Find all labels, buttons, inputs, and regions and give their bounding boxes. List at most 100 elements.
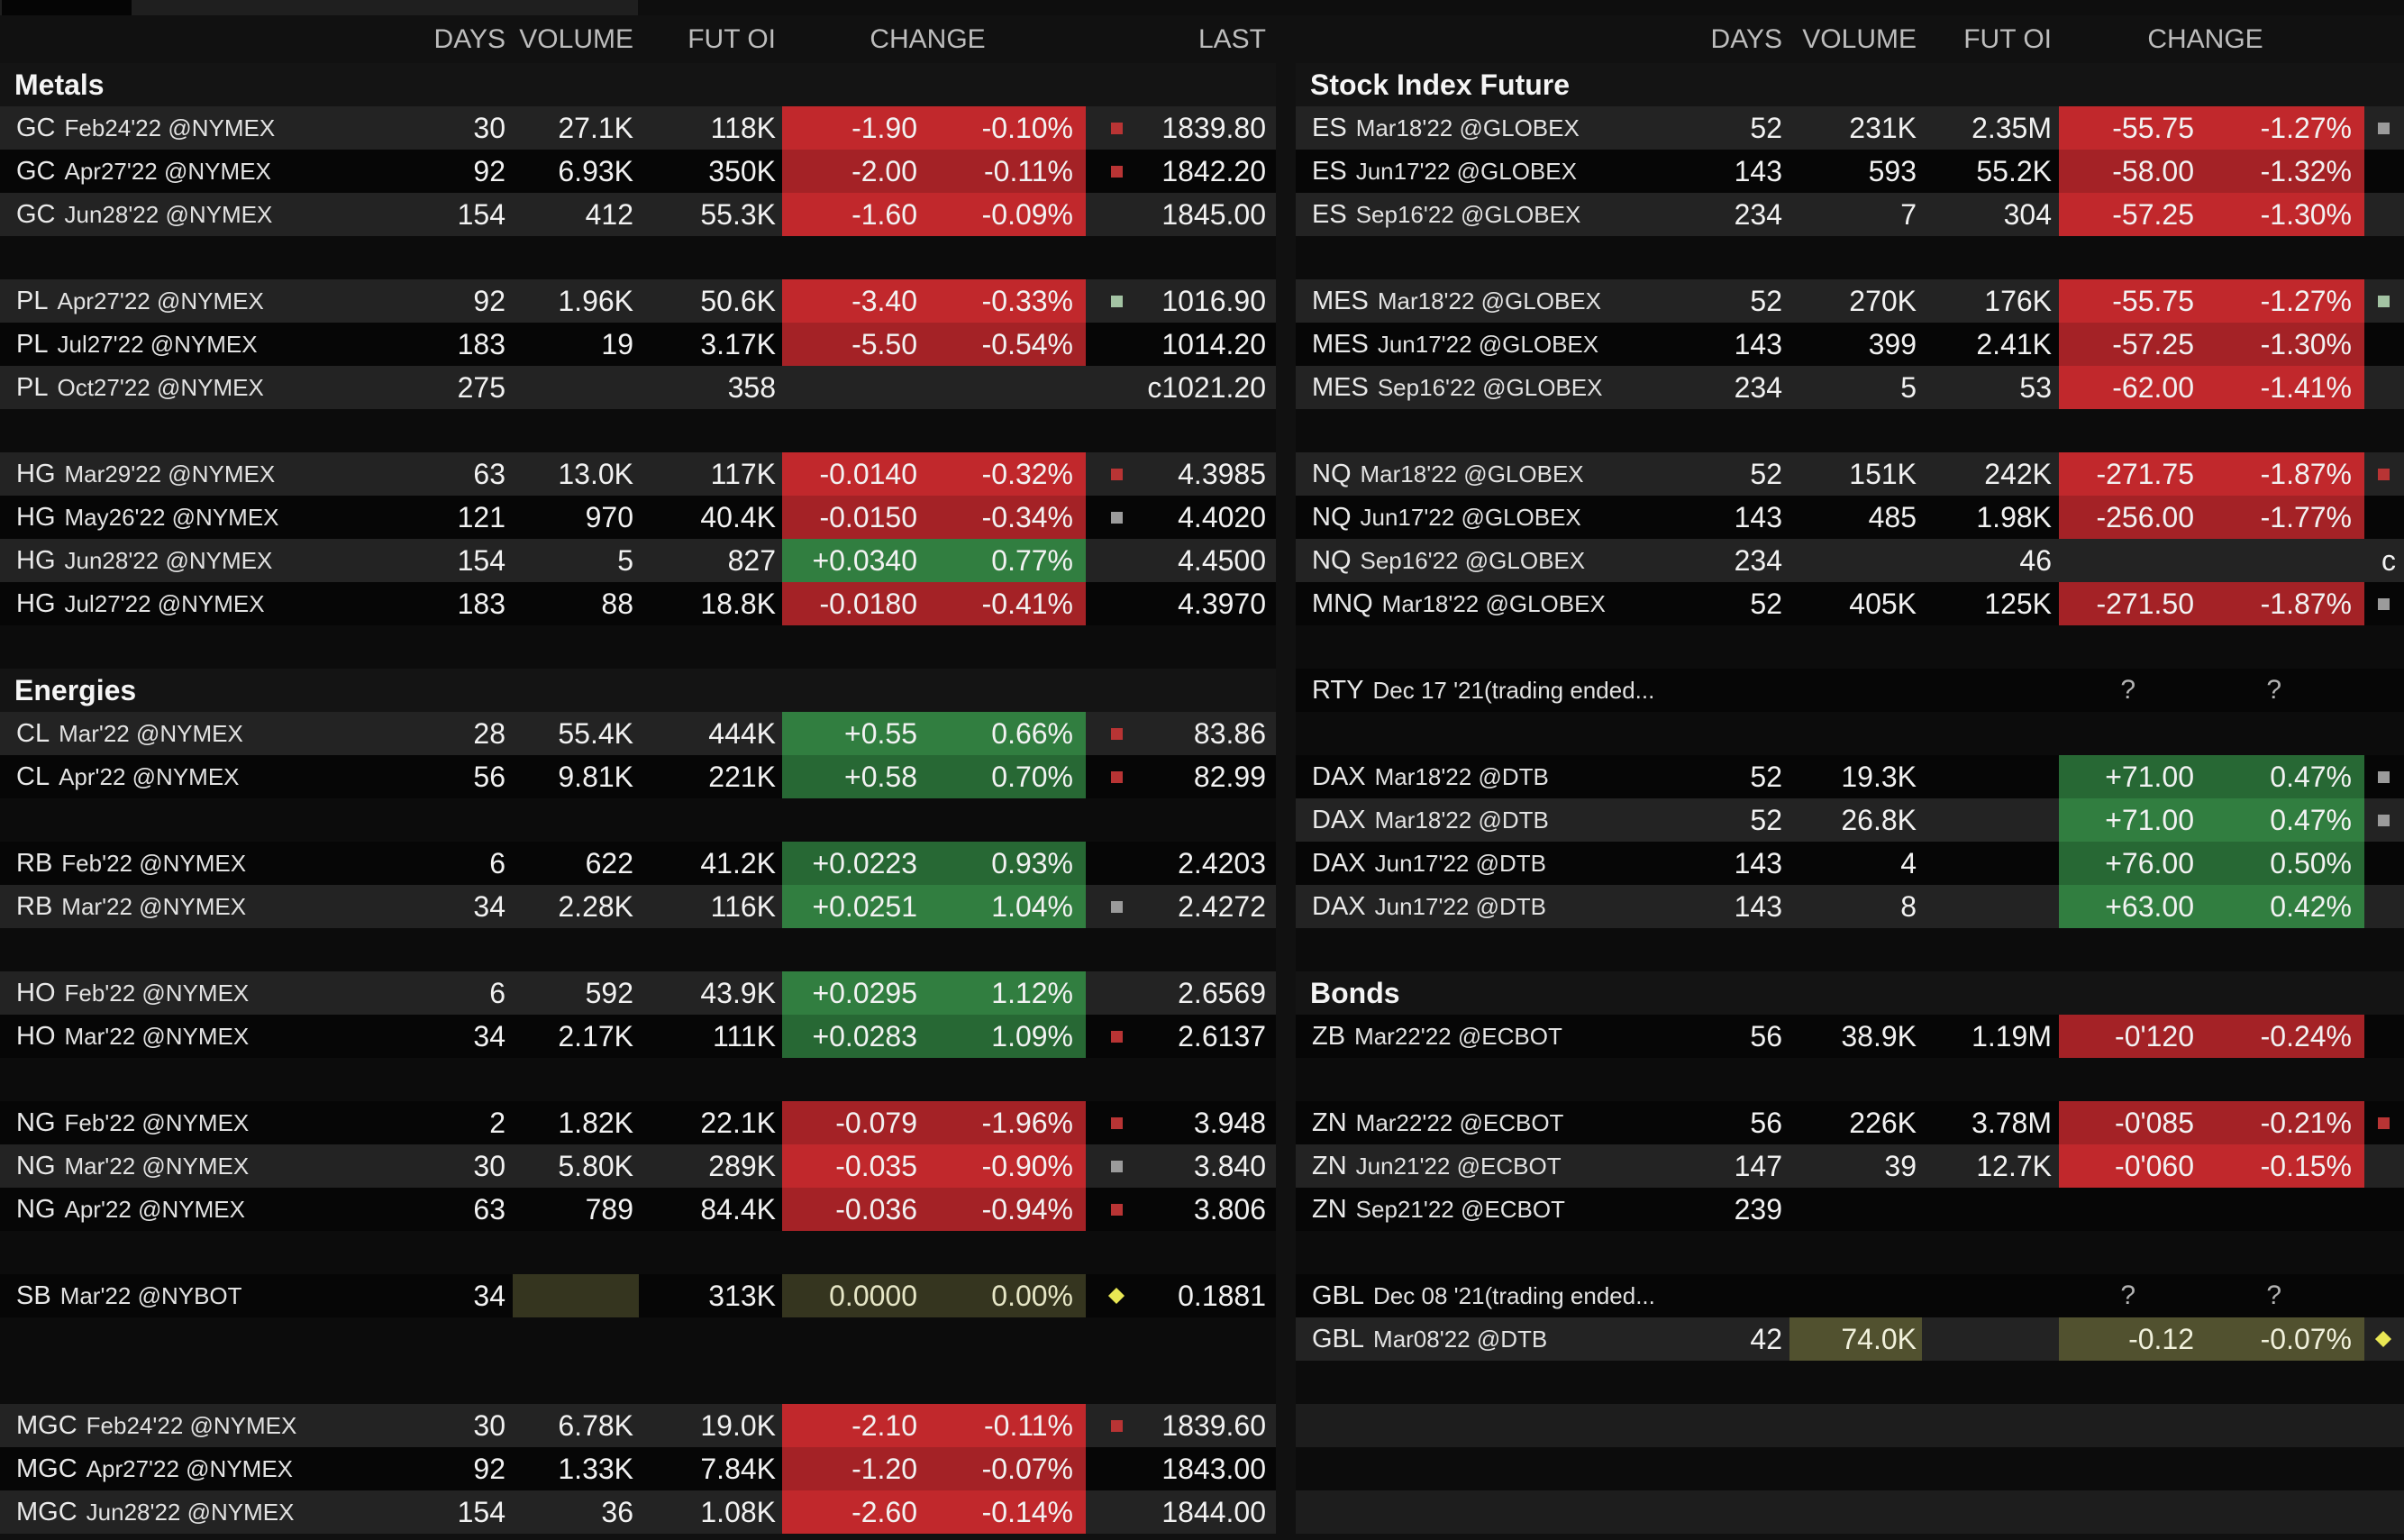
volume-cell: 970 [585, 501, 633, 533]
symbol-cell: ES Jun17'22 @GLOBEX [1312, 150, 1577, 193]
quote-row[interactable]: DAX Mar18'22 @DTB 52 19.3K +71.00 0.47% [1296, 755, 2404, 798]
quote-row[interactable]: MGC Jun28'22 @NYMEX 154 36 1.08K -2.60 -0.14% 1… [0, 1490, 1276, 1534]
symbol-root: GC [16, 114, 56, 142]
last-cell: 3.840 [1193, 1150, 1266, 1182]
column-header-change[interactable]: CHANGE [870, 24, 986, 54]
spacer-row [1296, 1058, 2404, 1101]
quote-row[interactable]: HG Jul27'22 @NYMEX 183 88 18.8K -0.0180 -0.41%… [0, 582, 1276, 625]
symbol-root: MES [1312, 330, 1369, 359]
days-cell: 92 [473, 155, 505, 187]
quote-row[interactable]: HG May26'22 @NYMEX 121 970 40.4K -0.0150 -0.34… [0, 496, 1276, 539]
quote-row[interactable]: MGC Apr27'22 @NYMEX 92 1.33K 7.84K -1.20 -0.07… [0, 1447, 1276, 1490]
last-cell: 1842.20 [1161, 155, 1266, 187]
quote-row[interactable]: CL Mar'22 @NYMEX 28 55.4K 444K +0.55 0.66% 83.8… [0, 712, 1276, 755]
volume-cell: 1.96K [558, 285, 633, 317]
quote-row[interactable]: RTY Dec 17 '21(trading ended...?? [1296, 669, 2404, 712]
quote-row[interactable]: DAX Jun17'22 @DTB 143 4 +76.00 0.50% [1296, 842, 2404, 885]
symbol-detail: Dec 08 '21(trading ended... [1373, 1282, 1655, 1309]
quote-row[interactable]: GC Apr27'22 @NYMEX 92 6.93K 350K -2.00 -0.11% 1… [0, 150, 1276, 193]
quote-row[interactable]: GBL Dec 08 '21(trading ended...?? [1296, 1274, 2404, 1317]
open-interest-cell: 304 [2003, 198, 2052, 231]
last-cell: 1839.60 [1161, 1409, 1266, 1442]
quote-row[interactable]: ZN Sep21'22 @ECBOT 239 [1296, 1188, 2404, 1231]
column-header-days[interactable]: DAYS [433, 24, 505, 54]
quote-row[interactable]: DAX Jun17'22 @DTB 143 8 +63.00 0.42% [1296, 885, 2404, 928]
symbol-detail: Feb'22 @NYMEX [64, 1109, 250, 1136]
change-percent-cell: 0.00% [917, 1274, 1086, 1317]
open-interest-cell: 55.2K [1976, 155, 2052, 187]
quote-row[interactable]: MNQ Mar18'22 @GLOBEX 52 405K 125K -271.50 -1.8… [1296, 582, 2404, 625]
days-cell: 234 [1734, 371, 1782, 404]
quote-row[interactable]: NQ Sep16'22 @GLOBEX 234 46 c [1296, 539, 2404, 582]
window-tab[interactable] [638, 0, 2404, 15]
days-cell: 154 [457, 198, 505, 231]
days-cell: 143 [1734, 155, 1782, 187]
quote-row[interactable]: GC Feb24'22 @NYMEX 30 27.1K 118K -1.90 -0.10% 1… [0, 106, 1276, 150]
column-header-fut-oi[interactable]: FUT OI [688, 24, 776, 54]
column-header-last[interactable]: LAST [1197, 24, 1266, 54]
days-cell: 34 [473, 1280, 505, 1312]
open-interest-cell: 43.9K [700, 977, 776, 1009]
indicator-cell [1101, 279, 1132, 323]
symbol-root: GBL [1312, 1281, 1365, 1310]
quote-row[interactable]: MES Mar18'22 @GLOBEX 52 270K 176K -55.75 -1.27… [1296, 279, 2404, 323]
change-percent-cell: -0.09% [917, 193, 1086, 236]
volume-cell: 5.80K [558, 1150, 633, 1182]
quote-row[interactable]: RB Feb'22 @NYMEX 6 622 41.2K +0.0223 0.93% 2.42… [0, 842, 1276, 885]
quote-row[interactable]: NG Feb'22 @NYMEX 2 1.82K 22.1K -0.079 -1.96% 3.… [0, 1101, 1276, 1144]
change-cell: -57.25 [2059, 193, 2201, 236]
quote-row[interactable]: NQ Mar18'22 @GLOBEX 52 151K 242K -271.75 -1.87… [1296, 452, 2404, 496]
quote-row[interactable]: HO Feb'22 @NYMEX 6 592 43.9K +0.0295 1.12% 2.65… [0, 971, 1276, 1015]
change-cell: +0.0251 [782, 885, 924, 928]
symbol-root: ES [1312, 200, 1347, 229]
quote-row[interactable]: ZB Mar22'22 @ECBOT 56 38.9K 1.19M -0'120 -0.24… [1296, 1015, 2404, 1058]
open-interest-cell: 12.7K [1976, 1150, 2052, 1182]
symbol-detail: Mar'22 @NYMEX [61, 893, 247, 920]
quote-row[interactable]: CL Apr'22 @NYMEX 56 9.81K 221K +0.58 0.70% 82.9… [0, 755, 1276, 798]
quote-row[interactable]: HO Mar'22 @NYMEX 34 2.17K 111K +0.0283 1.09% 2.… [0, 1015, 1276, 1058]
quote-row[interactable]: MES Jun17'22 @GLOBEX 143 399 2.41K -57.25 -1.3… [1296, 323, 2404, 366]
quote-row[interactable]: PL Apr27'22 @NYMEX 92 1.96K 50.6K -3.40 -0.33%… [0, 279, 1276, 323]
symbol-root: MES [1312, 287, 1369, 315]
quote-row[interactable]: ES Jun17'22 @GLOBEX 143 593 55.2K -58.00 -1.32… [1296, 150, 2404, 193]
column-header-days[interactable]: DAYS [1710, 24, 1782, 54]
quote-row[interactable]: MGC Feb24'22 @NYMEX 30 6.78K 19.0K -2.10 -0.11… [0, 1404, 1276, 1447]
open-interest-cell: 221K [708, 761, 776, 793]
column-header-fut-oi[interactable]: FUT OI [1963, 24, 2052, 54]
quote-row[interactable]: GBL Mar08'22 @DTB 42 74.0K -0.12 -0.07% [1296, 1317, 2404, 1361]
change-percent-cell: 1.09% [917, 1015, 1086, 1058]
change-cell: +0.55 [782, 712, 924, 755]
symbol-root: DAX [1312, 849, 1366, 878]
symbol-cell: RTY Dec 17 '21(trading ended... [1312, 669, 1654, 712]
quote-row[interactable]: NG Mar'22 @NYMEX 30 5.80K 289K -0.035 -0.90% 3.… [0, 1144, 1276, 1188]
quote-row[interactable]: GC Jun28'22 @NYMEX 154 412 55.3K -1.60 -0.09% 1… [0, 193, 1276, 236]
quote-row[interactable]: SB Mar'22 @NYBOT 34 313K 0.0000 0.00% 0.1881 [0, 1274, 1276, 1317]
column-header-change[interactable]: CHANGE [2147, 24, 2263, 54]
unknown-change-placeholder: ? [2266, 675, 2281, 705]
symbol-cell: ES Sep16'22 @GLOBEX [1312, 193, 1580, 236]
column-header-volume[interactable]: VOLUME [519, 24, 633, 54]
quote-row[interactable]: ZN Jun21'22 @ECBOT 147 39 12.7K -0'060 -0.15% [1296, 1144, 2404, 1188]
spacer-row [0, 625, 1276, 669]
quote-row[interactable]: DAX Mar18'22 @DTB 52 26.8K +71.00 0.47% [1296, 798, 2404, 842]
quote-row[interactable]: MES Sep16'22 @GLOBEX 234 5 53 -62.00 -1.41% [1296, 366, 2404, 409]
quote-row[interactable]: PL Jul27'22 @NYMEX 183 19 3.17K -5.50 -0.54% 10… [0, 323, 1276, 366]
quote-row[interactable]: RB Mar'22 @NYMEX 34 2.28K 116K +0.0251 1.04% 2.… [0, 885, 1276, 928]
change-percent-cell: 0.93% [917, 842, 1086, 885]
quote-row[interactable]: NG Apr'22 @NYMEX 63 789 84.4K -0.036 -0.94% 3.8… [0, 1188, 1276, 1231]
quote-row[interactable]: ZN Mar22'22 @ECBOT 56 226K 3.78M -0'085 -0.21% [1296, 1101, 2404, 1144]
last-cell: 1844.00 [1161, 1496, 1266, 1528]
quote-row[interactable]: NQ Jun17'22 @GLOBEX 143 485 1.98K -256.00 -1.7… [1296, 496, 2404, 539]
quote-row[interactable]: HG Mar29'22 @NYMEX 63 13.0K 117K -0.0140 -0.32… [0, 452, 1276, 496]
window-tab[interactable] [2, 0, 132, 15]
last-cell: 83.86 [1193, 717, 1266, 750]
change-cell: 0.0000 [782, 1274, 924, 1317]
quote-row[interactable]: HG Jun28'22 @NYMEX 154 5 827 +0.0340 0.77% 4.45… [0, 539, 1276, 582]
quote-row[interactable]: ES Mar18'22 @GLOBEX 52 231K 2.35M -55.75 -1.27… [1296, 106, 2404, 150]
symbol-cell: RB Feb'22 @NYMEX [16, 842, 246, 885]
quote-row[interactable]: ES Sep16'22 @GLOBEX 234 7 304 -57.25 -1.30% [1296, 193, 2404, 236]
column-header-volume[interactable]: VOLUME [1802, 24, 1917, 54]
change-percent-cell: -0.32% [917, 452, 1086, 496]
quote-row[interactable]: PL Oct27'22 @NYMEX 275 358 c1021.20 [0, 366, 1276, 409]
